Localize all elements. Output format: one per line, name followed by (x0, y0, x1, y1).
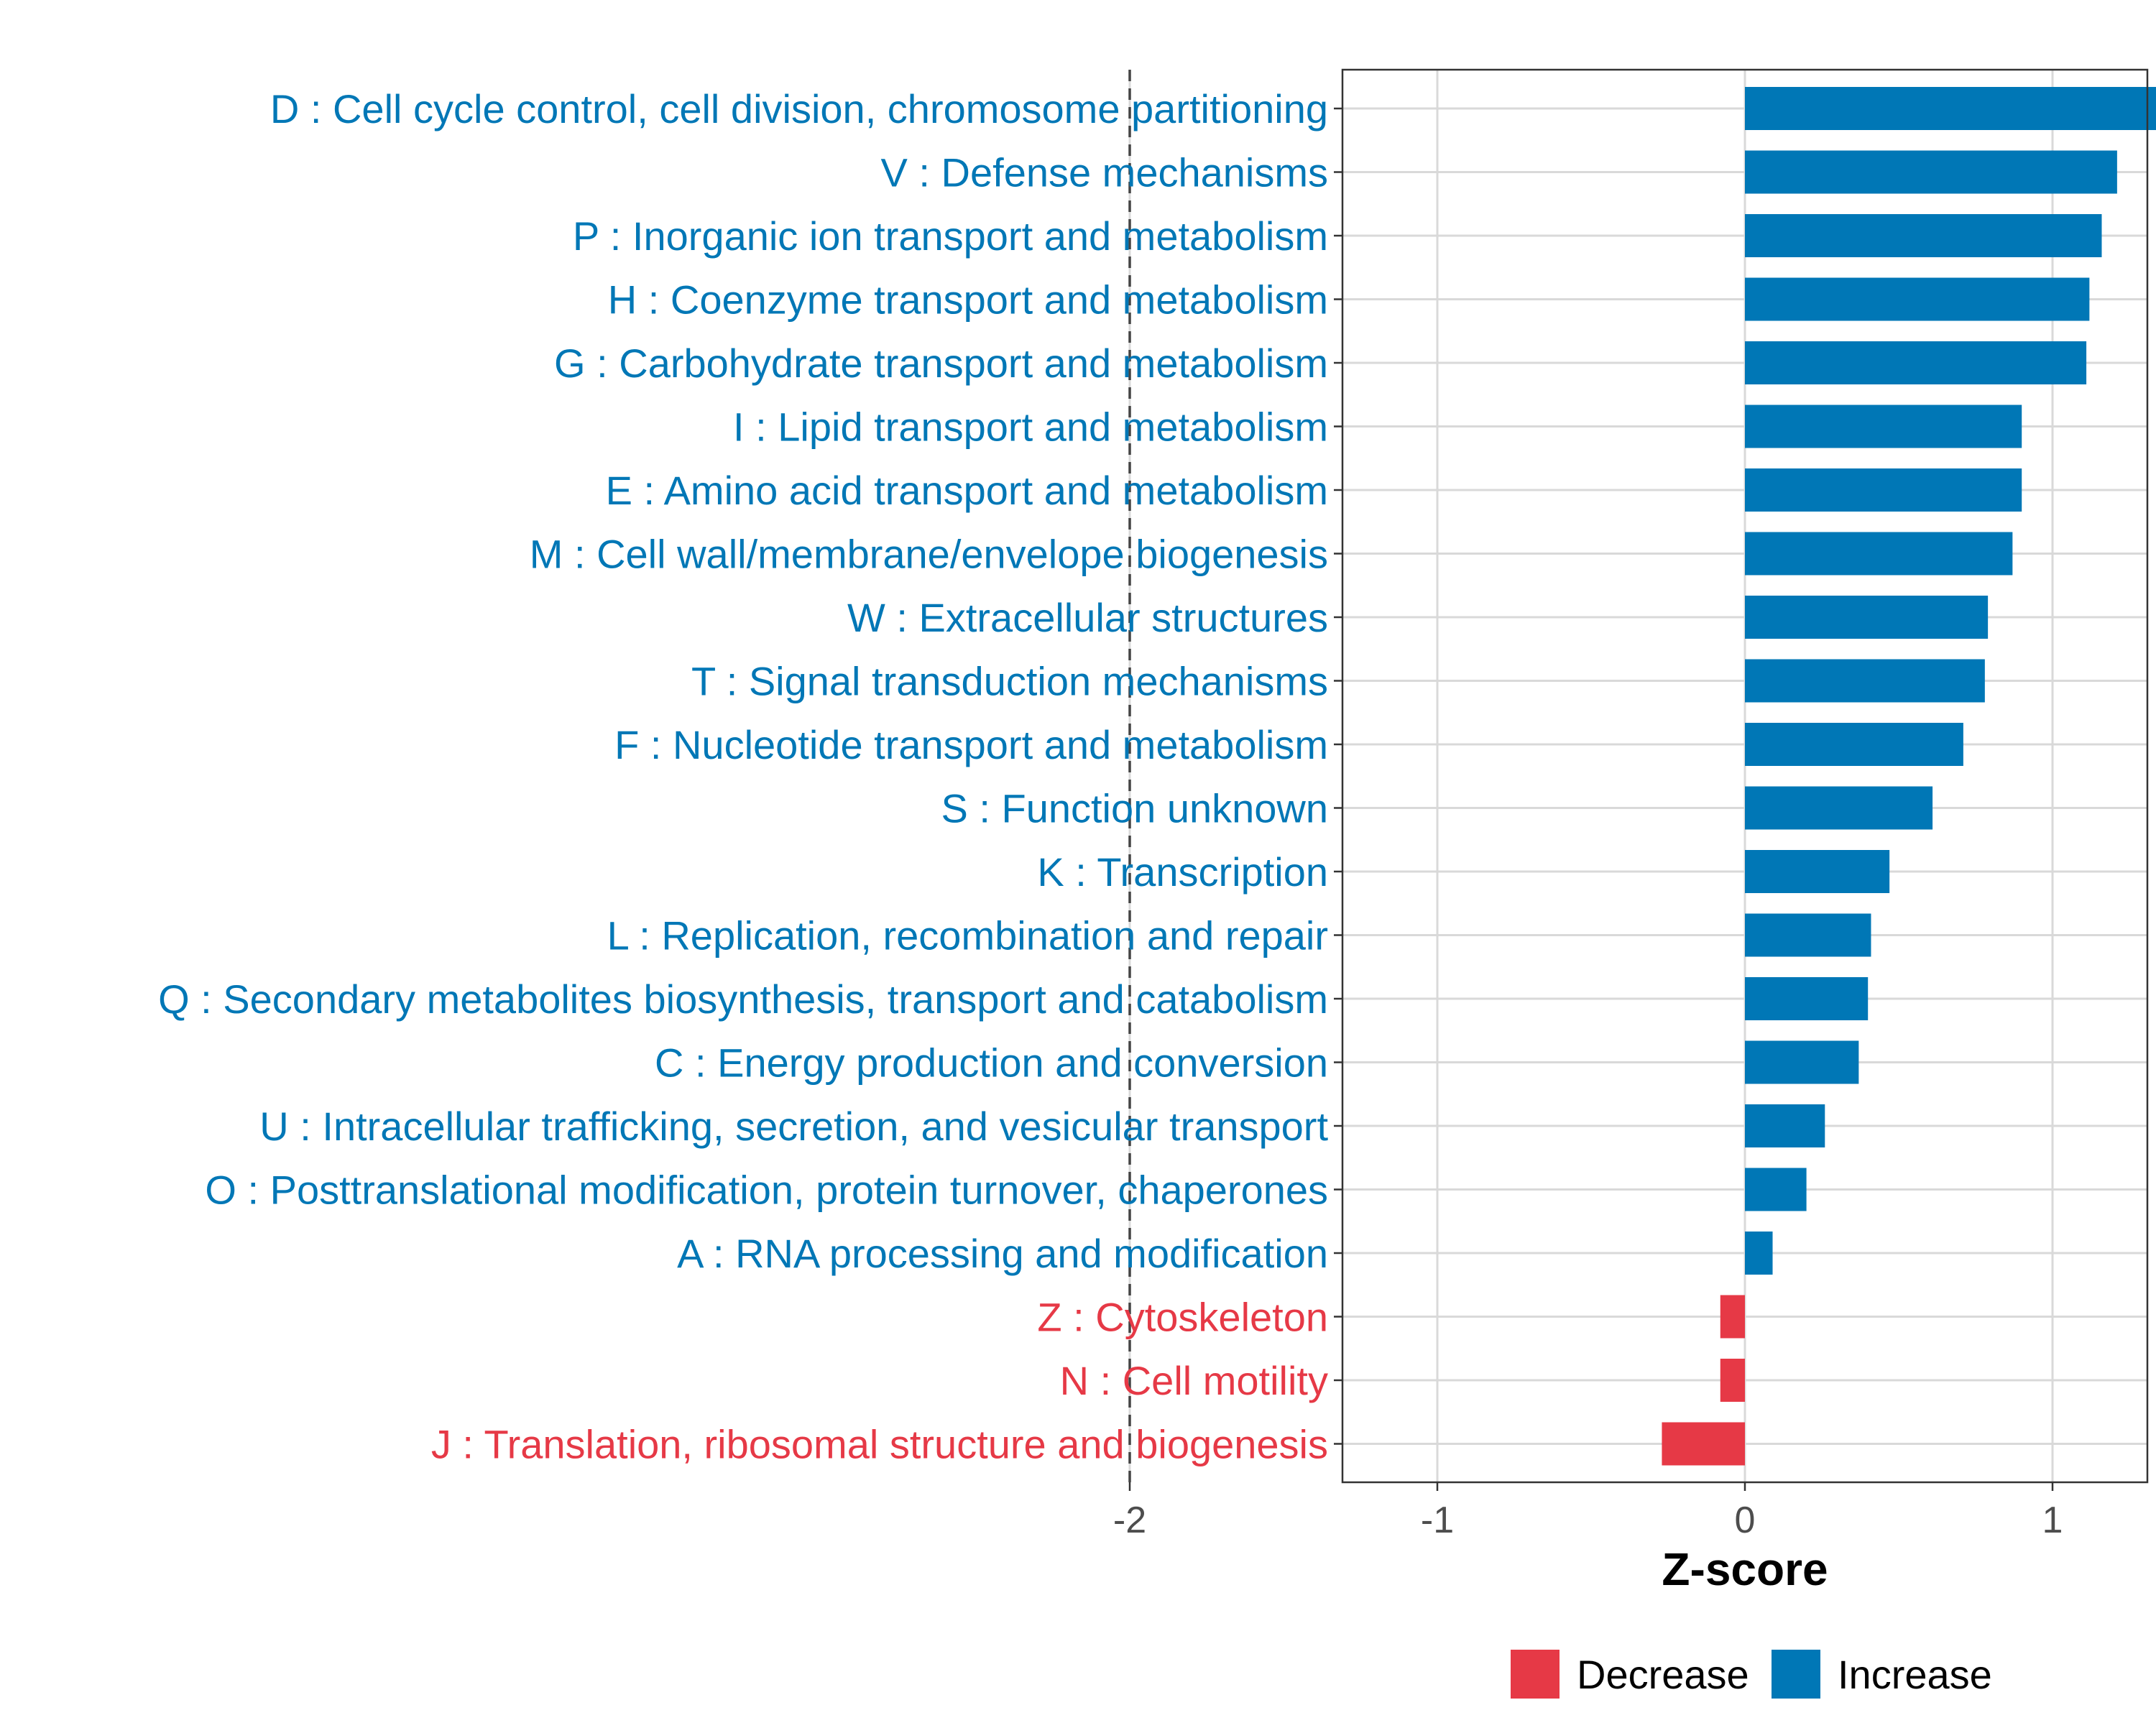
legend: Decrease Increase (1511, 1650, 1992, 1699)
bars (1662, 87, 2156, 1466)
bar (1745, 1040, 1859, 1084)
x-axis-title: Z-score (1662, 1543, 1828, 1595)
legend-label-increase: Increase (1838, 1652, 1992, 1697)
category-label: I : Lipid transport and metabolism (733, 405, 1328, 450)
y-axis-labels: D : Cell cycle control, cell division, c… (158, 86, 1328, 1467)
bar (1662, 1422, 1745, 1466)
bar (1745, 87, 2156, 130)
bar (1745, 468, 2022, 512)
category-label: G : Carbohydrate transport and metabolis… (554, 341, 1328, 386)
x-tick-label: 0 (1735, 1500, 1756, 1541)
bar (1745, 405, 2022, 448)
legend-key-increase (1772, 1650, 1820, 1699)
category-label: S : Function unknown (941, 786, 1328, 831)
bar (1745, 150, 2117, 194)
bar (1745, 532, 2013, 576)
category-label: D : Cell cycle control, cell division, c… (270, 86, 1328, 131)
bar (1745, 214, 2102, 257)
y-axis-ticks (1334, 107, 1342, 1445)
x-axis-ticks: -2-1012 (1113, 1482, 2063, 1541)
category-label: O : Posttranslational modification, prot… (205, 1168, 1328, 1213)
bar (1745, 1104, 1825, 1147)
category-label: V : Defense mechanisms (881, 150, 1328, 195)
category-label: C : Energy production and conversion (655, 1040, 1328, 1086)
category-label: H : Coenzyme transport and metabolism (608, 277, 1328, 323)
bar (1720, 1295, 1745, 1339)
bar (1745, 1232, 1773, 1275)
category-label: P : Inorganic ion transport and metaboli… (573, 213, 1328, 259)
category-label: J : Translation, ribosomal structure and… (431, 1422, 1328, 1467)
bar (1720, 1359, 1745, 1402)
bar (1745, 277, 2090, 321)
x-tick-label: -1 (1421, 1500, 1454, 1541)
category-label: Q : Secondary metabolites biosynthesis, … (158, 976, 1328, 1022)
category-label: M : Cell wall/membrane/envelope biogenes… (530, 532, 1328, 577)
reference-lines (1128, 70, 1131, 1482)
x-tick-label: 1 (2042, 1500, 2063, 1541)
category-label: K : Transcription (1037, 849, 1328, 895)
category-label: E : Amino acid transport and metabolism (606, 468, 1328, 513)
category-label: Z : Cytoskeleton (1037, 1295, 1328, 1340)
bar (1745, 1168, 1807, 1211)
bar (1745, 850, 1890, 893)
category-label: L : Replication, recombination and repai… (607, 913, 1328, 958)
category-label: N : Cell motility (1060, 1358, 1328, 1403)
category-label: F : Nucleotide transport and metabolism (614, 722, 1328, 767)
category-label: W : Extracellular structures (847, 595, 1328, 640)
bar (1745, 596, 1989, 639)
category-label: T : Signal transduction mechanisms (691, 659, 1328, 704)
bar (1745, 723, 1963, 766)
legend-key-decrease (1511, 1650, 1560, 1699)
category-label: A : RNA processing and modification (677, 1231, 1328, 1276)
bar (1745, 786, 1933, 830)
x-tick-label: -2 (1113, 1500, 1146, 1541)
bar (1745, 659, 1985, 703)
legend-label-decrease: Decrease (1577, 1652, 1749, 1697)
category-label: U : Intracellular trafficking, secretion… (259, 1104, 1328, 1149)
bar (1745, 977, 1869, 1020)
bar (1745, 341, 2087, 384)
bar (1745, 913, 1871, 957)
